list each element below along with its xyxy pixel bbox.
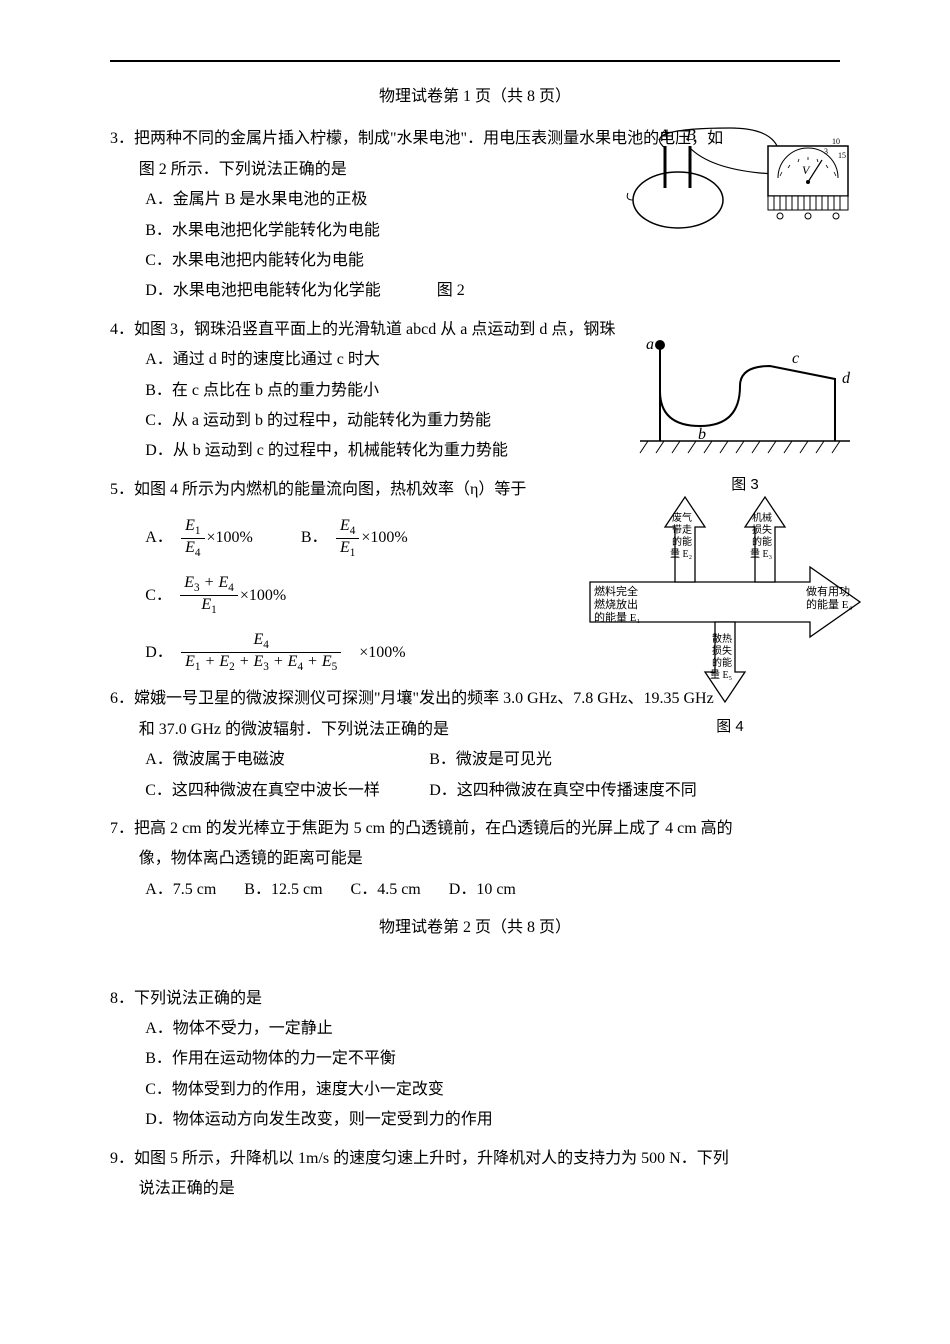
question-8: 8．下列说法正确的是 A．物体不受力，一定静止 B．作用在运动物体的力一定不平衡…	[110, 984, 840, 1136]
q6-option-a: A．微波属于电磁波	[145, 745, 401, 775]
svg-text:做有用功: 做有用功	[806, 584, 850, 598]
svg-text:a: a	[646, 336, 654, 353]
figure-2: A B V	[610, 118, 870, 248]
q5-option-b-frac: E4 E1	[336, 517, 359, 560]
svg-text:15: 15	[838, 151, 846, 160]
svg-text:的能量 E₄: 的能量 E₄	[806, 597, 852, 611]
q6-text-line1: 嫦娥一号卫星的微波探测仪可探测"月壤"发出的频率 3.0 GHz、7.8 GHz…	[134, 690, 714, 707]
q5-option-b-label: B．	[301, 523, 328, 553]
q8-option-a: A．物体不受力，一定静止	[110, 1014, 840, 1044]
q8-option-b: B．作用在运动物体的力一定不平衡	[110, 1044, 840, 1074]
q5-option-d-pct: ×100%	[359, 638, 405, 668]
svg-text:3: 3	[824, 147, 828, 156]
svg-text:废气: 废气	[672, 511, 692, 524]
question-3: A B V	[110, 124, 840, 306]
page-2-footer: 物理试卷第 2 页（共 8 页）	[110, 913, 840, 943]
q3-option-c: C．水果电池把内能转化为电能	[110, 246, 840, 276]
figure-2-caption: 图 2	[437, 282, 465, 299]
q9-text-line1: 如图 5 所示，升降机以 1m/s 的速度匀速上升时，升降机对人的支持力为 50…	[134, 1150, 729, 1167]
q7-option-b: B．12.5 cm	[244, 875, 322, 905]
q7-text-line2: 像，物体离凸透镜的距离可能是	[110, 844, 840, 874]
q9-number: 9．	[110, 1150, 134, 1167]
question-5: 废气 带走 的能 量 E₂ 机械 损失 的能 量 E₃ 燃料完全 燃烧放出 的能…	[110, 475, 840, 675]
svg-text:d: d	[842, 370, 851, 387]
q7-number: 7．	[110, 820, 134, 837]
q3-option-d: D．水果电池把电能转化为化学能 图 2	[110, 276, 840, 306]
question-6: 6．嫦娥一号卫星的微波探测仪可探测"月壤"发出的频率 3.0 GHz、7.8 G…	[110, 684, 840, 806]
q5-number: 5．	[110, 481, 134, 498]
q5-option-a-label: A．	[145, 523, 173, 553]
q6-option-b: B．微波是可见光	[429, 745, 552, 775]
svg-text:燃料完全: 燃料完全	[594, 584, 638, 598]
question-7: 7．把高 2 cm 的发光棒立于焦距为 5 cm 的凸透镜前，在凸透镜后的光屏上…	[110, 814, 840, 905]
q7-option-c: C．4.5 cm	[351, 875, 421, 905]
q6-option-c: C．这四种微波在真空中波长一样	[145, 776, 401, 806]
q7-option-d: D．10 cm	[449, 875, 516, 905]
q5-option-c-frac: E3 + E4 E1	[180, 574, 238, 617]
q4-text: 如图 3，钢珠沿竖直平面上的光滑轨道 abcd 从 a 点运动到 d 点，钢珠	[134, 321, 615, 338]
q6-option-d: D．这四种微波在真空中传播速度不同	[429, 776, 697, 806]
svg-text:c: c	[792, 350, 799, 367]
svg-text:b: b	[698, 426, 706, 443]
svg-text:的能: 的能	[752, 535, 772, 548]
q5-option-b-pct: ×100%	[361, 523, 407, 553]
q5-option-a-pct: ×100%	[207, 523, 253, 553]
question-9: 9．如图 5 所示，升降机以 1m/s 的速度匀速上升时，升降机对人的支持力为 …	[110, 1144, 840, 1205]
svg-text:机械: 机械	[752, 511, 772, 524]
svg-text:的能: 的能	[672, 535, 692, 548]
question-4: a b c d 图 3 4．如图 3，钢珠沿竖直平面上的光滑轨道 abcd 从 …	[110, 315, 840, 467]
q8-number: 8．	[110, 990, 134, 1007]
svg-text:燃烧放出: 燃烧放出	[594, 597, 638, 611]
q8-text: 下列说法正确的是	[134, 990, 262, 1007]
svg-text:10: 10	[832, 137, 840, 146]
q5-option-d-frac: E4 E1 + E2 + E3 + E4 + E5	[181, 631, 341, 674]
svg-text:量 E₃: 量 E₃	[750, 548, 772, 560]
q8-option-d: D．物体运动方向发生改变，则一定受到力的作用	[110, 1105, 840, 1135]
svg-text:的能量 E₁: 的能量 E₁	[594, 610, 640, 624]
q3-number: 3．	[110, 130, 134, 147]
svg-text:量 E₅: 量 E₅	[710, 669, 732, 681]
svg-text:带走: 带走	[672, 524, 692, 536]
svg-text:散热: 散热	[712, 632, 732, 645]
q9-text-line2: 说法正确的是	[110, 1174, 840, 1204]
q5-option-a-frac: E1 E4	[181, 517, 204, 560]
svg-text:损失: 损失	[712, 644, 732, 657]
svg-text:的能: 的能	[712, 656, 732, 669]
top-horizontal-rule	[110, 60, 840, 62]
q5-option-d-label: D．	[145, 638, 173, 668]
q6-text-line2: 和 37.0 GHz 的微波辐射．下列说法正确的是	[110, 715, 840, 745]
q5-option-c-pct: ×100%	[240, 581, 286, 611]
q7-text-line1: 把高 2 cm 的发光棒立于焦距为 5 cm 的凸透镜前，在凸透镜后的光屏上成了…	[134, 820, 733, 837]
svg-text:量 E₂: 量 E₂	[670, 548, 692, 560]
q5-option-c-label: C．	[145, 581, 172, 611]
svg-text:损失: 损失	[752, 523, 772, 536]
q8-option-c: C．物体受到力的作用，速度大小一定改变	[110, 1075, 840, 1105]
page-1-footer: 物理试卷第 1 页（共 8 页）	[110, 82, 840, 112]
q4-number: 4．	[110, 321, 134, 338]
q5-text: 如图 4 所示为内燃机的能量流向图，热机效率（η）等于	[134, 481, 526, 498]
q6-number: 6．	[110, 690, 134, 707]
q7-option-a: A．7.5 cm	[145, 875, 216, 905]
